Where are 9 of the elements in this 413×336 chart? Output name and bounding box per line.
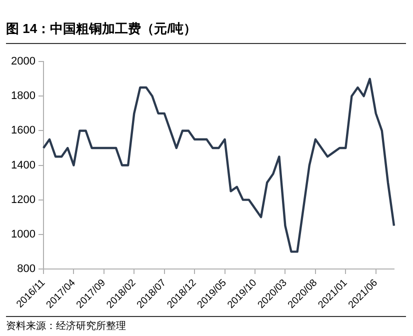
y-tick-label: 1800 — [10, 90, 36, 102]
y-tick-label: 800 — [17, 262, 36, 275]
y-tick-label: 1400 — [10, 159, 36, 172]
y-tick-label: 2000 — [10, 56, 36, 68]
y-tick-label: 1200 — [10, 194, 36, 206]
text: 资料来源：经济研究所整理 — [6, 321, 126, 332]
chart-title: 图 14：中国粗铜加工费（元/吨） — [6, 20, 406, 44]
y-tick-label: 1000 — [10, 228, 36, 240]
y-tick-label: 1600 — [10, 124, 36, 137]
